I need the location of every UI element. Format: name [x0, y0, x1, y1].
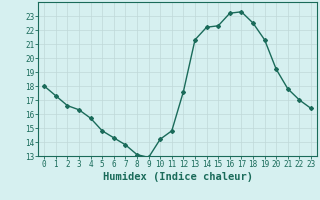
X-axis label: Humidex (Indice chaleur): Humidex (Indice chaleur)	[103, 172, 252, 182]
